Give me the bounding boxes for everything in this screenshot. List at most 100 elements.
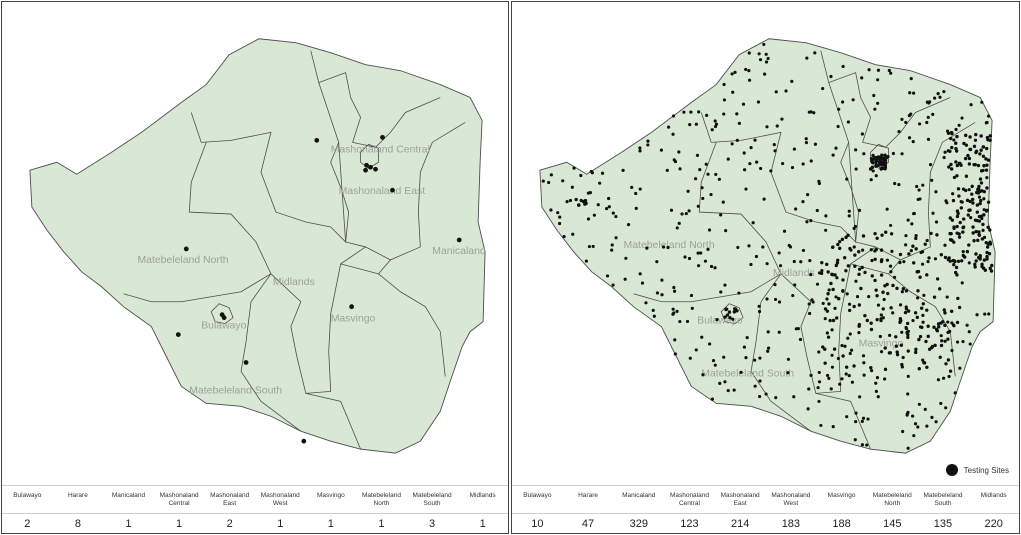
testing-site-dot <box>971 231 975 235</box>
testing-site-dot <box>886 291 890 296</box>
testing-site-dot <box>986 225 990 230</box>
testing-site-dot <box>906 446 910 450</box>
testing-site-dot <box>978 201 982 206</box>
testing-site-dot <box>953 259 957 264</box>
testing-site-dot <box>943 243 947 247</box>
testing-site-dot <box>847 302 852 306</box>
testing-site-dot <box>863 313 867 318</box>
testing-site-dot <box>696 264 701 268</box>
testing-site-dot <box>732 310 737 314</box>
testing-site-dot <box>844 365 849 369</box>
testing-site-dot <box>883 377 887 381</box>
left-map-panel: Mashonaland Central Mashonaland East Man… <box>1 1 509 534</box>
testing-site-dot <box>904 289 909 293</box>
testing-site-dot <box>801 162 805 166</box>
testing-site-dot <box>917 367 921 371</box>
header-mashonaland-east: Mashonaland East <box>720 492 760 507</box>
testing-site-dot <box>695 153 700 157</box>
testing-site-dot <box>841 278 845 282</box>
testing-site-dot <box>904 243 908 247</box>
testing-site-dot <box>863 270 867 275</box>
testing-site-dot <box>605 274 610 278</box>
testing-site-dot <box>725 313 730 317</box>
testing-site-dot <box>671 307 675 311</box>
testing-site-dot <box>804 141 809 145</box>
testing-site-dot <box>660 278 664 282</box>
testing-site-dot <box>831 245 835 250</box>
testing-site-dot <box>869 178 873 182</box>
testing-site-dot <box>774 90 778 94</box>
testing-site-dot <box>912 211 916 216</box>
testing-site-dot <box>744 187 748 191</box>
value-matebeleland-south: 135 <box>933 518 953 530</box>
boundary-mat-south <box>240 273 302 432</box>
testing-site-dot <box>923 242 927 246</box>
header-masvingo: Masvingo <box>316 492 345 499</box>
testing-site-dot <box>672 289 677 293</box>
testing-site-dot <box>956 259 961 263</box>
testing-site-dot <box>363 167 368 173</box>
testing-site-dot <box>610 243 614 247</box>
testing-site-dot <box>694 122 698 126</box>
testing-site-dot <box>792 147 796 151</box>
testing-site-dot <box>848 351 852 356</box>
testing-site-dot <box>591 244 595 249</box>
testing-site-dot <box>906 410 910 414</box>
testing-site-dot <box>943 255 948 260</box>
testing-site-dot <box>880 233 884 237</box>
testing-site-dot <box>709 192 713 197</box>
testing-site-dot <box>891 283 895 288</box>
testing-site-dot <box>904 120 908 125</box>
testing-site-dot <box>955 273 959 277</box>
testing-site-dot <box>947 329 952 334</box>
testing-site-dot <box>861 354 866 358</box>
testing-site-dot <box>614 214 618 219</box>
testing-site-dot <box>598 181 602 185</box>
testing-site-dot <box>967 243 971 247</box>
testing-site-dot <box>903 310 908 315</box>
testing-site-dot <box>766 330 770 334</box>
testing-site-dot <box>723 380 727 384</box>
testing-site-dot <box>967 330 971 334</box>
header-matebeleland-north: Matebeleland North <box>361 492 401 507</box>
testing-site-dot <box>762 197 766 201</box>
testing-site-dot <box>900 117 904 121</box>
testing-site-dot <box>570 185 574 189</box>
testing-site-dot <box>857 322 862 327</box>
header-matebeleland-south: Matebeleland South <box>923 492 963 507</box>
testing-site-dot <box>904 325 908 330</box>
testing-site-dot <box>368 164 373 170</box>
testing-site-dot <box>364 162 369 168</box>
testing-site-dot <box>879 248 884 252</box>
label-mashonaland-central: Mashonaland Central <box>331 144 430 155</box>
testing-site-dot <box>665 168 669 172</box>
testing-site-dot <box>706 172 710 176</box>
testing-site-dot <box>183 246 189 252</box>
testing-site-dot <box>847 308 852 313</box>
testing-site-dot <box>914 350 918 355</box>
testing-site-dot <box>699 251 703 255</box>
testing-site-dot <box>826 270 830 274</box>
testing-site-dot <box>661 245 666 249</box>
value-manicaland: 329 <box>629 518 648 530</box>
testing-site-dot <box>881 307 885 311</box>
testing-site-dot <box>926 334 930 339</box>
testing-site-dot <box>938 287 942 291</box>
testing-site-dot <box>801 248 806 253</box>
testing-site-dot <box>831 153 835 157</box>
testing-site-dot <box>549 173 553 177</box>
testing-site-dot <box>869 321 873 325</box>
testing-site-dot <box>607 205 611 209</box>
testing-site-dot <box>954 141 958 145</box>
testing-site-dot <box>945 201 949 205</box>
testing-site-dot <box>850 380 855 384</box>
testing-site-dot <box>901 429 905 434</box>
testing-site-dot <box>742 168 747 172</box>
testing-site-dot <box>857 330 861 335</box>
testing-site-dot <box>777 300 782 304</box>
testing-site-dot <box>947 374 951 379</box>
testing-site-dot <box>975 203 980 207</box>
testing-site-dot <box>989 269 994 273</box>
testing-site-dot <box>906 309 911 313</box>
testing-site-dot <box>652 314 656 318</box>
